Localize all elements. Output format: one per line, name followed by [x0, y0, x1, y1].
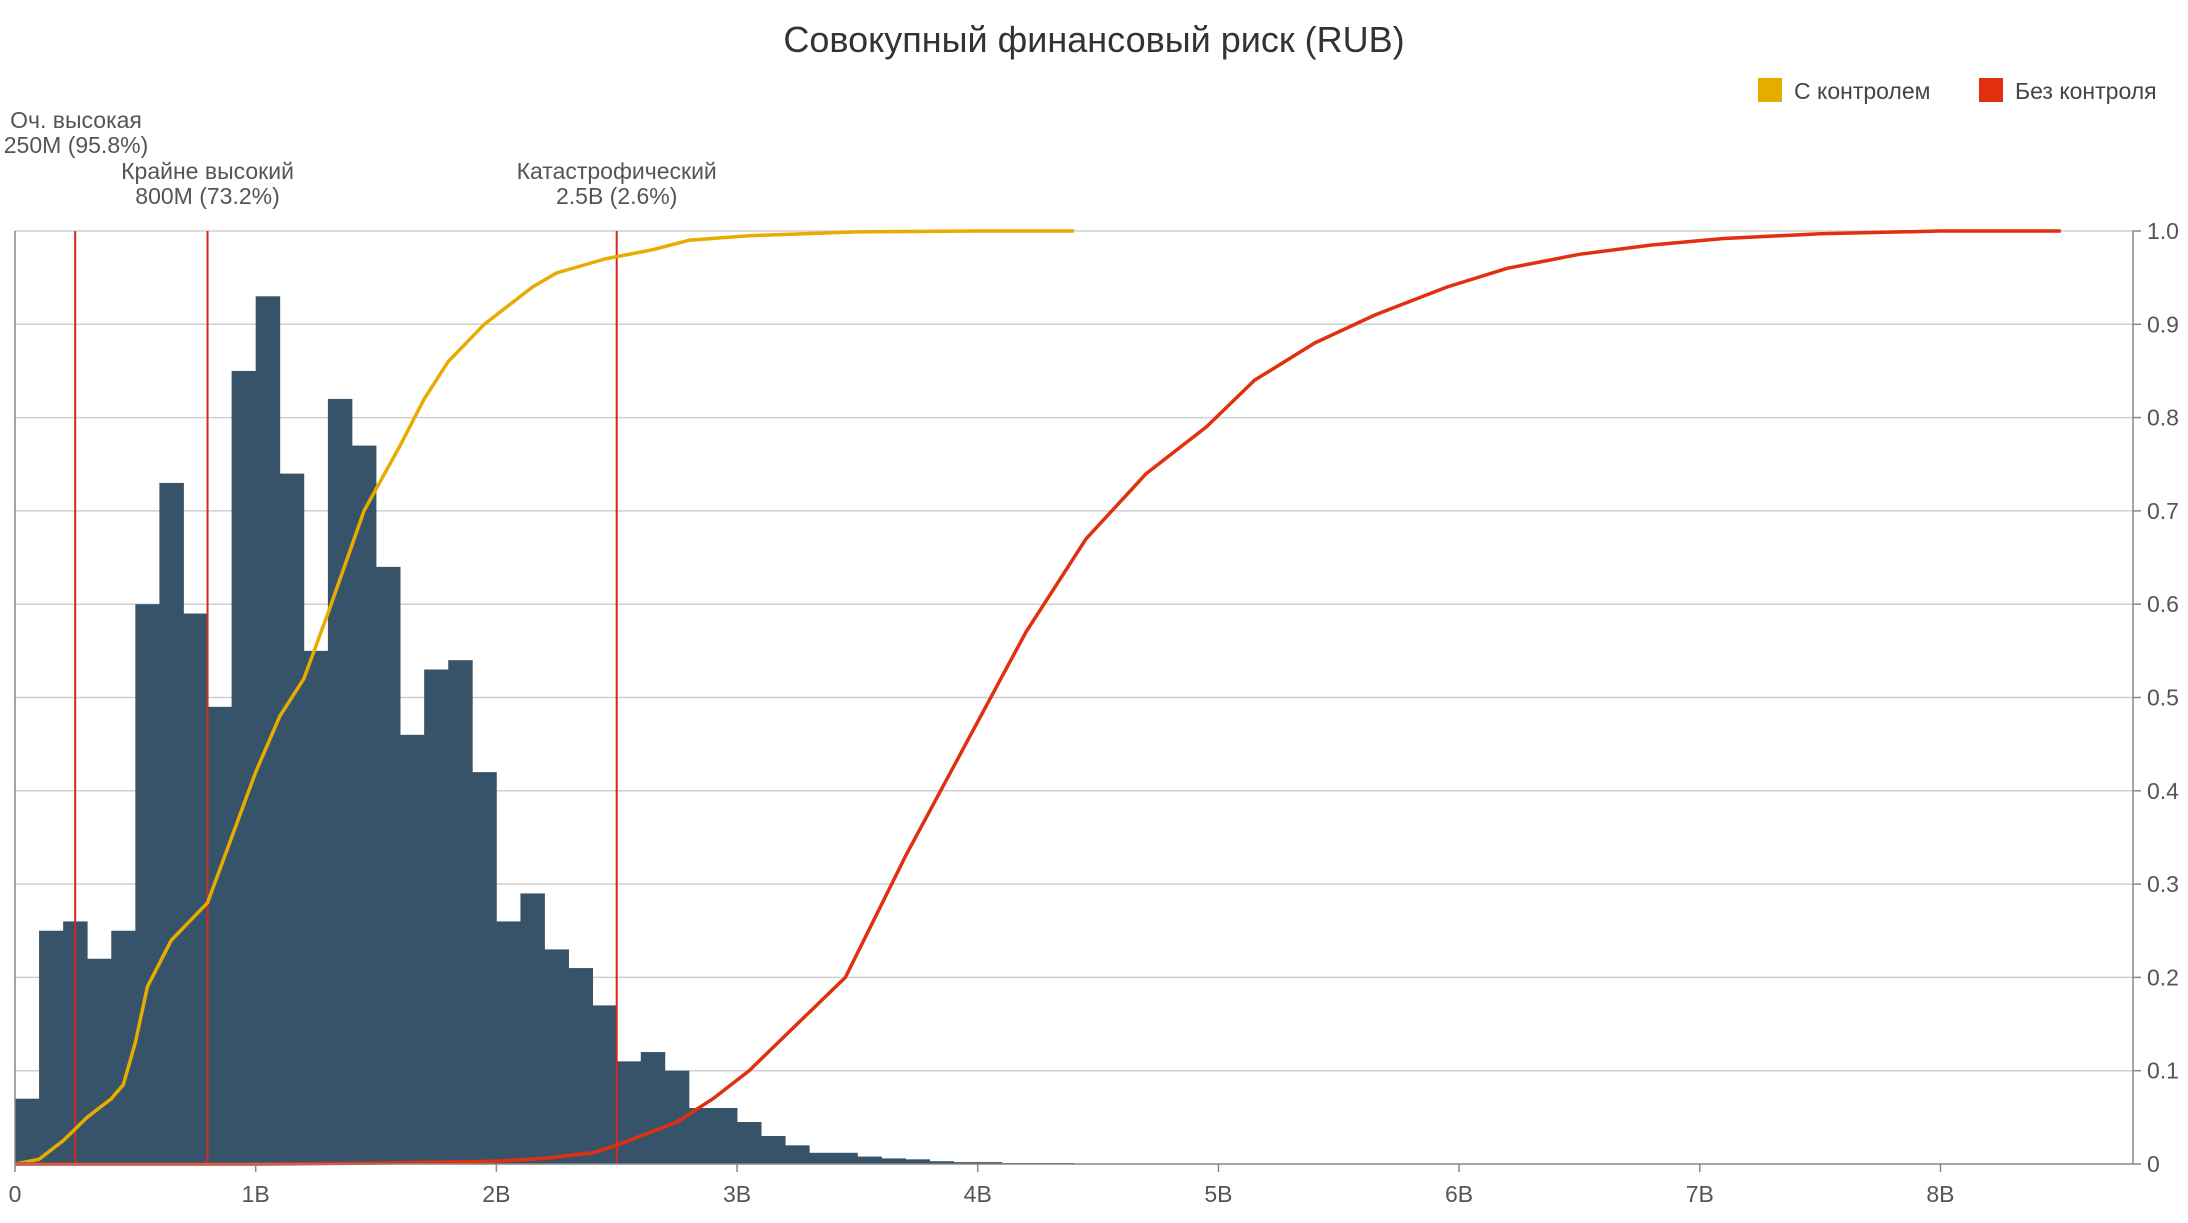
cumulative-lines [14, 229, 2061, 1166]
histogram-bar [279, 473, 305, 1165]
histogram-bar [327, 398, 353, 1164]
histogram-bar [905, 1159, 930, 1164]
legend-label-controlled: С контролем [1794, 78, 1930, 104]
y-tick-label: 0 [2147, 1151, 2160, 1177]
histogram-bar [255, 296, 281, 1164]
histogram-bar [929, 1161, 955, 1164]
histogram-bar [761, 1136, 786, 1164]
histogram-bar [87, 958, 112, 1164]
histogram-bar [135, 604, 160, 1164]
y-tick-label: 0.5 [2147, 685, 2179, 711]
y-tick-label: 0.1 [2147, 1058, 2179, 1084]
y-tick-label: 0.6 [2147, 591, 2179, 617]
chart-title: Совокупный финансовый риск (RUB) [783, 19, 1404, 60]
histogram-bar [400, 734, 425, 1164]
histogram-bar [207, 706, 233, 1164]
histogram-bar [351, 445, 377, 1165]
legend-swatch-controlled [1758, 78, 1782, 102]
x-tick-label: 7B [1686, 1181, 1714, 1207]
histogram-bar [303, 650, 329, 1164]
y-tick-label: 0.9 [2147, 311, 2179, 337]
histogram-bar [953, 1162, 979, 1164]
x-tick-label: 0 [9, 1181, 22, 1207]
series-line-uncontrolled [15, 229, 2061, 1166]
y-tick-label: 0.4 [2147, 778, 2179, 804]
histogram-bar [183, 613, 208, 1164]
y-tick-label: 0.2 [2147, 964, 2179, 990]
histogram-bar [809, 1152, 834, 1164]
histogram-bar [592, 1005, 618, 1164]
x-tick-label: 4B [964, 1181, 992, 1207]
y-tick-label: 0.8 [2147, 405, 2179, 431]
histogram-bar [785, 1145, 810, 1164]
histogram-bar [472, 772, 497, 1164]
histogram-bar [833, 1152, 858, 1164]
histogram-bar [520, 893, 545, 1164]
x-axis-ticks: 0 1B 2B 3B 4B 5B 6B 7B 8B [9, 1164, 1955, 1207]
histogram-bar [712, 1108, 738, 1164]
x-tick-label: 3B [723, 1181, 751, 1207]
x-tick-label: 2B [482, 1181, 510, 1207]
histogram-bar [977, 1162, 1003, 1164]
x-tick-label: 8B [1926, 1181, 1954, 1207]
histogram-bar [448, 660, 473, 1164]
y-axis-ticks: 0 0.1 0.2 0.3 0.4 0.5 0.6 0.7 0.8 0.9 1.0 [2133, 218, 2179, 1177]
histogram-bar [640, 1052, 666, 1164]
histogram-bar [737, 1122, 762, 1164]
legend-label-uncontrolled: Без контроля [2015, 78, 2157, 104]
y-tick-label: 0.7 [2147, 498, 2179, 524]
threshold-lines [74, 231, 618, 1164]
threshold-value-label: 250M (95.8%) [4, 132, 148, 158]
threshold-label: Катастрофический [517, 158, 717, 184]
histogram-bar [231, 370, 257, 1164]
threshold-label: Крайне высокий [121, 158, 294, 184]
histogram-bar [544, 949, 569, 1164]
histogram-bar [496, 921, 521, 1164]
histogram-bar [39, 930, 64, 1164]
histogram-bar [424, 669, 449, 1164]
series-line-controlled [14, 229, 1074, 1166]
histogram-bar [688, 1108, 714, 1164]
legend: С контролем Без контроля [1758, 78, 2157, 104]
histogram-bar [616, 1061, 642, 1164]
threshold-value-label: 2.5B (2.6%) [556, 183, 677, 209]
histogram-bar [881, 1158, 906, 1164]
x-tick-label: 1B [242, 1181, 270, 1207]
histogram-bar [15, 1098, 40, 1164]
y-tick-label: 1.0 [2147, 218, 2179, 244]
x-tick-label: 6B [1445, 1181, 1473, 1207]
threshold-label: Оч. высокая [10, 107, 142, 133]
histogram-bar [857, 1156, 882, 1164]
histogram [15, 296, 1075, 1165]
histogram-bar [111, 930, 136, 1164]
threshold-value-label: 800M (73.2%) [135, 183, 279, 209]
y-tick-label: 0.3 [2147, 871, 2179, 897]
histogram-bar [376, 566, 401, 1164]
histogram-bar [568, 968, 594, 1164]
legend-swatch-uncontrolled [1979, 78, 2003, 102]
x-tick-label: 5B [1204, 1181, 1232, 1207]
histogram-bar [159, 482, 184, 1164]
